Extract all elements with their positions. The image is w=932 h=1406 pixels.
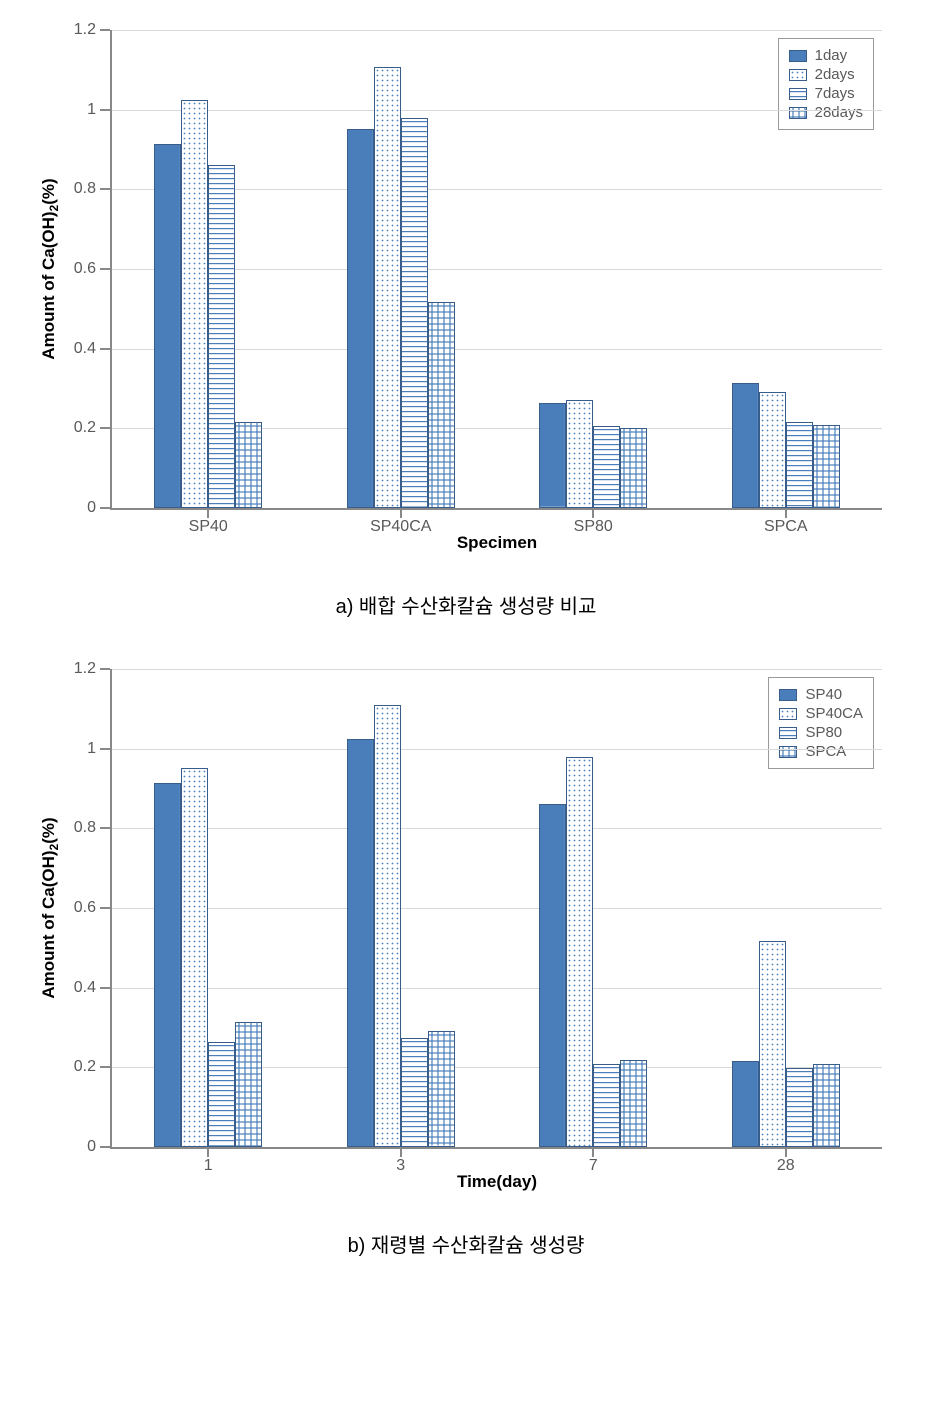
bar bbox=[401, 1038, 428, 1147]
bar bbox=[401, 118, 428, 508]
xtick-label: SP40 bbox=[189, 508, 228, 536]
xtick-label: 3 bbox=[396, 1147, 405, 1175]
legend-item: SPCA bbox=[779, 743, 863, 760]
xtick-label: 28 bbox=[777, 1147, 795, 1175]
legend-label: SP80 bbox=[805, 724, 842, 741]
legend-item: SP40 bbox=[779, 686, 863, 703]
legend-label: 2days bbox=[815, 66, 855, 83]
gridline bbox=[112, 828, 882, 829]
chart-a-xaxis-title: Specimen bbox=[457, 533, 537, 553]
ytick-label: 0.8 bbox=[74, 180, 112, 198]
bar bbox=[759, 392, 786, 508]
ytick-label: 0 bbox=[87, 499, 112, 517]
gridline bbox=[112, 30, 882, 31]
bar bbox=[786, 1068, 813, 1147]
bar bbox=[154, 144, 181, 508]
chart-b-xaxis-title: Time(day) bbox=[457, 1172, 537, 1192]
chart-b-caption: b) 재령별 수산화칼슘 생성량 bbox=[30, 1229, 902, 1258]
chart-b-area: Amount of Ca(OH)2(%) Time(day) SP40SP40C… bbox=[110, 659, 882, 1209]
ytick-label: 0.6 bbox=[74, 899, 112, 917]
ytick-label: 1 bbox=[87, 740, 112, 758]
gridline bbox=[112, 749, 882, 750]
legend-item: 1day bbox=[789, 47, 863, 64]
legend-swatch bbox=[789, 50, 807, 62]
legend-swatch bbox=[789, 107, 807, 119]
gridline bbox=[112, 908, 882, 909]
ytick-label: 0.4 bbox=[74, 979, 112, 997]
legend-label: 28days bbox=[815, 104, 863, 121]
chart-a-caption: a) 배합 수산화칼슘 생성량 비교 bbox=[30, 590, 902, 619]
bar bbox=[374, 67, 401, 508]
ytick-label: 0.6 bbox=[74, 260, 112, 278]
ytick-label: 0 bbox=[87, 1138, 112, 1156]
bar bbox=[759, 941, 786, 1147]
legend-swatch bbox=[789, 88, 807, 100]
ytick-label: 1 bbox=[87, 101, 112, 119]
legend-item: 2days bbox=[789, 66, 863, 83]
bar bbox=[566, 400, 593, 508]
legend-label: SPCA bbox=[805, 743, 846, 760]
chart-a-legend: 1day 2days 7days 28days bbox=[778, 38, 874, 130]
ytick-label: 0.2 bbox=[74, 419, 112, 437]
bar bbox=[566, 757, 593, 1147]
ytick-label: 0.2 bbox=[74, 1058, 112, 1076]
xtick-label: SP40CA bbox=[370, 508, 431, 536]
bar bbox=[235, 1022, 262, 1147]
xtick-label: 7 bbox=[589, 1147, 598, 1175]
chart-a-yaxis-title: Amount of Ca(OH)2(%) bbox=[39, 178, 61, 359]
xtick-label: SPCA bbox=[764, 508, 808, 536]
bar bbox=[813, 425, 840, 508]
bar bbox=[347, 739, 374, 1147]
legend-item: SP80 bbox=[779, 724, 863, 741]
legend-item: 7days bbox=[789, 85, 863, 102]
bar bbox=[732, 383, 759, 508]
chart-a-plot: Amount of Ca(OH)2(%) Specimen 1day2days7… bbox=[110, 30, 882, 510]
legend-item: 28days bbox=[789, 104, 863, 121]
chart-b-yaxis-title: Amount of Ca(OH)2(%) bbox=[39, 817, 61, 998]
legend-item: SP40CA bbox=[779, 705, 863, 722]
bar bbox=[181, 768, 208, 1147]
chart-b-plot: Amount of Ca(OH)2(%) Time(day) SP40SP40C… bbox=[110, 669, 882, 1149]
bar bbox=[347, 129, 374, 508]
bar bbox=[620, 1060, 647, 1147]
bar bbox=[539, 804, 566, 1147]
ytick-label: 1.2 bbox=[74, 660, 112, 678]
gridline bbox=[112, 669, 882, 670]
bar bbox=[732, 1061, 759, 1147]
legend-label: SP40CA bbox=[805, 705, 863, 722]
bar bbox=[786, 422, 813, 508]
bar bbox=[235, 422, 262, 508]
bar bbox=[154, 783, 181, 1147]
legend-swatch bbox=[779, 708, 797, 720]
ytick-label: 0.4 bbox=[74, 340, 112, 358]
bar bbox=[813, 1064, 840, 1147]
chart-a-wrapper: Amount of Ca(OH)2(%) Specimen 1day 2days 7… bbox=[30, 20, 902, 619]
chart-b-legend: SP40 SP40CA SP80 SPCA bbox=[768, 677, 874, 769]
bar bbox=[428, 1031, 455, 1147]
bar bbox=[374, 705, 401, 1147]
legend-label: SP40 bbox=[805, 686, 842, 703]
chart-a-area: Amount of Ca(OH)2(%) Specimen 1day2days7… bbox=[110, 20, 882, 570]
bar bbox=[428, 302, 455, 508]
legend-swatch bbox=[789, 69, 807, 81]
bar bbox=[593, 1064, 620, 1147]
legend-swatch bbox=[779, 727, 797, 739]
chart-b-wrapper: Amount of Ca(OH)2(%) Time(day) SP40 SP40C… bbox=[30, 659, 902, 1258]
xtick-label: SP80 bbox=[574, 508, 613, 536]
legend-swatch bbox=[779, 746, 797, 758]
ytick-label: 1.2 bbox=[74, 21, 112, 39]
bar bbox=[620, 428, 647, 508]
bar bbox=[208, 165, 235, 508]
bar bbox=[208, 1042, 235, 1147]
legend-swatch bbox=[779, 689, 797, 701]
ytick-label: 0.8 bbox=[74, 819, 112, 837]
xtick-label: 1 bbox=[204, 1147, 213, 1175]
gridline bbox=[112, 110, 882, 111]
bar bbox=[181, 100, 208, 508]
bar bbox=[539, 403, 566, 508]
bar bbox=[593, 426, 620, 508]
legend-label: 7days bbox=[815, 85, 855, 102]
legend-label: 1day bbox=[815, 47, 848, 64]
